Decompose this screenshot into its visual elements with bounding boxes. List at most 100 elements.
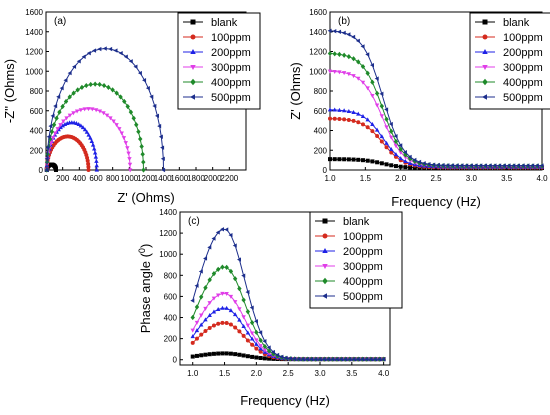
- data-point: [342, 157, 347, 162]
- data-point: [370, 93, 375, 98]
- data-point: [76, 122, 81, 127]
- data-point: [365, 86, 370, 91]
- y-tick-label: 1400: [25, 28, 43, 37]
- data-point: [220, 227, 225, 232]
- data-point: [54, 168, 58, 172]
- data-point: [67, 94, 72, 100]
- data-point: [237, 329, 242, 334]
- data-point: [258, 344, 263, 349]
- data-point: [237, 317, 242, 322]
- data-point: [393, 152, 399, 157]
- data-point: [199, 322, 204, 327]
- legend: blank 100ppm 200ppm 300ppm 400ppm 500ppm: [309, 211, 403, 309]
- x-tick-label: 4.0: [536, 174, 548, 183]
- data-point: [137, 70, 142, 76]
- data-point: [203, 352, 208, 357]
- y-tick-label: 400: [164, 314, 178, 323]
- data-point: [328, 116, 332, 121]
- series-blank: [328, 157, 544, 171]
- legend-label-100ppm: 100ppm: [503, 32, 543, 44]
- data-point: [346, 72, 352, 77]
- y-tick-label: 200: [164, 335, 178, 344]
- y-tick-label: 800: [164, 271, 178, 280]
- data-point: [250, 354, 255, 359]
- legend-marker-200ppm: [322, 248, 328, 253]
- data-point: [84, 129, 90, 134]
- data-point: [360, 158, 365, 163]
- data-point: [134, 122, 139, 128]
- legend-label-blank: blank: [503, 17, 530, 29]
- data-point: [304, 356, 309, 362]
- data-point: [215, 230, 220, 235]
- data-point: [516, 163, 521, 168]
- data-point: [403, 165, 408, 170]
- data-point: [327, 28, 332, 33]
- data-point: [141, 159, 146, 165]
- data-point: [249, 320, 255, 326]
- legend-box: [469, 12, 550, 110]
- data-point: [389, 146, 394, 151]
- data-point: [384, 140, 389, 145]
- data-point: [313, 356, 318, 362]
- x-tick-label: 2000: [204, 174, 222, 183]
- data-point: [258, 337, 263, 343]
- data-point: [332, 51, 337, 57]
- data-point: [63, 98, 69, 105]
- data-point: [337, 107, 342, 112]
- y-tick-label: 600: [164, 292, 178, 301]
- legend-marker-300ppm: [190, 65, 196, 70]
- data-point: [207, 325, 212, 330]
- data-point: [79, 84, 85, 90]
- data-point: [106, 84, 111, 90]
- legend-box: [177, 12, 261, 110]
- x-tick-label: 2200: [220, 174, 238, 183]
- data-point: [250, 342, 255, 347]
- data-point: [44, 156, 49, 161]
- data-point: [114, 90, 119, 96]
- data-point: [347, 356, 352, 362]
- data-point: [370, 121, 375, 126]
- x-tick-label: 1400: [154, 174, 172, 183]
- data-point: [351, 56, 356, 62]
- data-point: [207, 312, 212, 317]
- data-point: [108, 46, 113, 52]
- data-point: [351, 74, 356, 79]
- data-point: [127, 168, 133, 173]
- legend-marker-300ppm: [482, 65, 488, 70]
- data-point: [190, 354, 195, 359]
- data-point: [145, 85, 150, 91]
- data-point: [241, 323, 246, 328]
- data-point: [501, 163, 506, 168]
- y-axis-label: Z' (Ohms): [288, 62, 303, 119]
- data-point: [49, 129, 55, 135]
- data-point: [86, 50, 91, 56]
- x-tick-label: 1.0: [324, 174, 336, 183]
- data-point: [327, 50, 333, 57]
- data-point: [237, 307, 242, 312]
- legend-label-400ppm: 400ppm: [211, 77, 251, 89]
- data-point: [332, 157, 337, 162]
- legend-label-200ppm: 200ppm: [503, 47, 543, 59]
- data-point: [63, 78, 68, 83]
- data-point: [403, 158, 408, 163]
- data-point: [71, 111, 76, 116]
- chart-panel-2: 1.0 1.5 2.0 2.5 3.0 3.5 4.0 0 200 400 600 800 1000 12…: [137, 208, 403, 408]
- data-point: [337, 70, 342, 75]
- data-point: [74, 109, 80, 114]
- legend-label-100ppm: 100ppm: [343, 231, 383, 243]
- data-point: [356, 76, 361, 81]
- data-point: [355, 38, 360, 44]
- data-point: [236, 257, 241, 262]
- data-point: [254, 341, 259, 346]
- data-point: [232, 276, 238, 282]
- data-point: [224, 292, 229, 297]
- data-point: [266, 351, 272, 356]
- data-point: [108, 116, 113, 121]
- data-point: [92, 146, 97, 151]
- data-point: [198, 269, 203, 274]
- data-point: [398, 143, 403, 148]
- data-point: [254, 346, 259, 351]
- data-point: [241, 353, 246, 358]
- data-point: [53, 103, 58, 109]
- data-point: [72, 64, 77, 69]
